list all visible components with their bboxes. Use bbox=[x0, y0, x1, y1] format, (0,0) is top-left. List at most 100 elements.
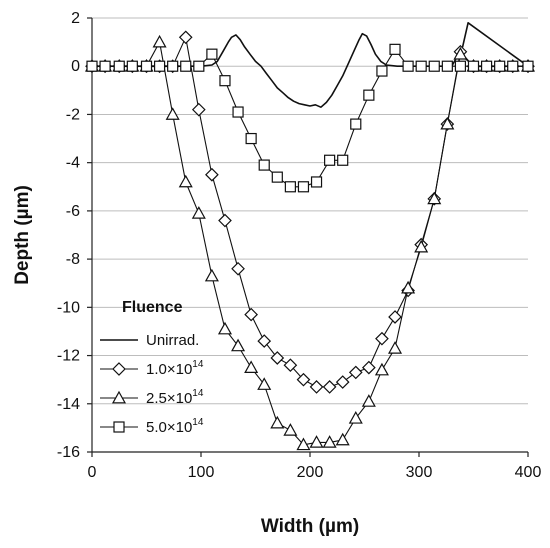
data-point bbox=[296, 372, 311, 387]
data-point bbox=[206, 48, 218, 60]
data-point bbox=[165, 107, 180, 120]
x-tick-label: 400 bbox=[515, 464, 542, 481]
data-point bbox=[415, 60, 427, 72]
data-point bbox=[153, 60, 166, 72]
data-point bbox=[283, 423, 298, 436]
data-point bbox=[296, 437, 311, 451]
data-point bbox=[402, 60, 414, 72]
legend-label: 1.0×1014 bbox=[146, 359, 204, 378]
y-tick-label: -14 bbox=[57, 396, 80, 413]
data-point bbox=[309, 380, 324, 394]
series-1 bbox=[92, 22, 529, 108]
series-line bbox=[92, 22, 529, 108]
series-4 bbox=[86, 43, 534, 193]
data-point bbox=[335, 375, 350, 389]
data-point bbox=[283, 358, 298, 373]
data-point bbox=[218, 213, 232, 228]
data-point bbox=[284, 181, 296, 193]
data-point bbox=[337, 154, 349, 166]
data-point bbox=[389, 43, 401, 55]
y-tick-label: -6 bbox=[66, 203, 80, 220]
data-point bbox=[297, 181, 310, 193]
data-point bbox=[245, 132, 257, 145]
data-point bbox=[324, 154, 336, 166]
legend-label: Unirrad. bbox=[146, 332, 199, 349]
legend-swatch-marker bbox=[111, 390, 127, 404]
y-tick-label: 0 bbox=[71, 58, 80, 75]
data-point bbox=[180, 60, 192, 72]
x-tick-label: 100 bbox=[188, 464, 215, 481]
legend-title: Fluence bbox=[122, 299, 183, 316]
data-point bbox=[231, 338, 246, 352]
data-point bbox=[335, 432, 350, 446]
data-point bbox=[193, 60, 205, 72]
data-point bbox=[348, 365, 363, 380]
y-tick-label: -2 bbox=[66, 106, 80, 123]
data-point bbox=[219, 75, 231, 87]
y-tick-label: -16 bbox=[57, 444, 80, 461]
data-point bbox=[140, 60, 153, 72]
data-point bbox=[428, 60, 440, 72]
series-line bbox=[92, 41, 528, 446]
data-point bbox=[363, 89, 375, 101]
data-point bbox=[322, 380, 337, 394]
data-point bbox=[126, 60, 138, 72]
data-point bbox=[257, 334, 272, 348]
data-point bbox=[401, 280, 416, 294]
y-tick-label: -4 bbox=[66, 155, 80, 172]
y-tick-label: -12 bbox=[57, 348, 80, 365]
series-3 bbox=[84, 34, 536, 451]
data-point bbox=[427, 191, 442, 205]
data-point bbox=[467, 60, 480, 72]
data-point bbox=[270, 415, 285, 429]
data-point bbox=[348, 411, 363, 424]
data-point bbox=[454, 60, 467, 72]
data-point bbox=[374, 362, 389, 376]
data-point bbox=[86, 60, 98, 72]
data-point bbox=[178, 30, 193, 45]
legend-swatch-marker bbox=[113, 421, 125, 433]
data-point bbox=[522, 60, 534, 72]
series-group bbox=[84, 22, 536, 451]
legend-item-2: 1.0×1014 bbox=[100, 359, 204, 378]
legend-label: 2.5×1014 bbox=[146, 388, 204, 407]
data-point bbox=[244, 360, 259, 374]
y-axis-title: Depth (µm) bbox=[12, 185, 33, 285]
legend-item-3: 2.5×1014 bbox=[100, 388, 204, 407]
x-tick-label: 0 bbox=[88, 464, 97, 481]
data-point bbox=[244, 307, 258, 322]
data-point bbox=[178, 174, 193, 188]
data-point bbox=[414, 239, 429, 253]
data-point bbox=[375, 331, 389, 346]
tick-labels: -16 -14 -12 -10 -8 -6 -4 -2 0 2 0 100 200 300 400 bbox=[57, 10, 542, 481]
data-point bbox=[362, 360, 376, 375]
data-point bbox=[217, 321, 232, 335]
y-tick-label: -10 bbox=[57, 299, 80, 316]
legend-swatch-marker bbox=[112, 362, 126, 376]
axes bbox=[87, 17, 529, 457]
data-point bbox=[441, 60, 453, 72]
data-point bbox=[257, 377, 272, 390]
data-point bbox=[310, 176, 323, 188]
data-point bbox=[388, 310, 402, 324]
data-point bbox=[494, 60, 506, 72]
data-point bbox=[113, 60, 125, 72]
data-point bbox=[309, 435, 324, 448]
data-point bbox=[258, 159, 270, 171]
data-point bbox=[152, 34, 167, 48]
y-tick-label: -8 bbox=[66, 251, 80, 268]
x-tick-label: 200 bbox=[297, 464, 324, 481]
data-point bbox=[440, 116, 455, 130]
legend-label-superscript: 14 bbox=[192, 359, 204, 370]
x-tick-label: 300 bbox=[406, 464, 433, 481]
data-point bbox=[376, 65, 388, 77]
legend-label-superscript: 14 bbox=[192, 417, 204, 428]
data-point bbox=[350, 118, 362, 130]
data-point bbox=[191, 102, 206, 117]
legend-item-1: Unirrad. bbox=[100, 332, 199, 349]
data-point bbox=[191, 206, 206, 219]
data-point bbox=[270, 351, 285, 365]
data-point bbox=[204, 268, 219, 282]
data-point bbox=[232, 106, 244, 118]
